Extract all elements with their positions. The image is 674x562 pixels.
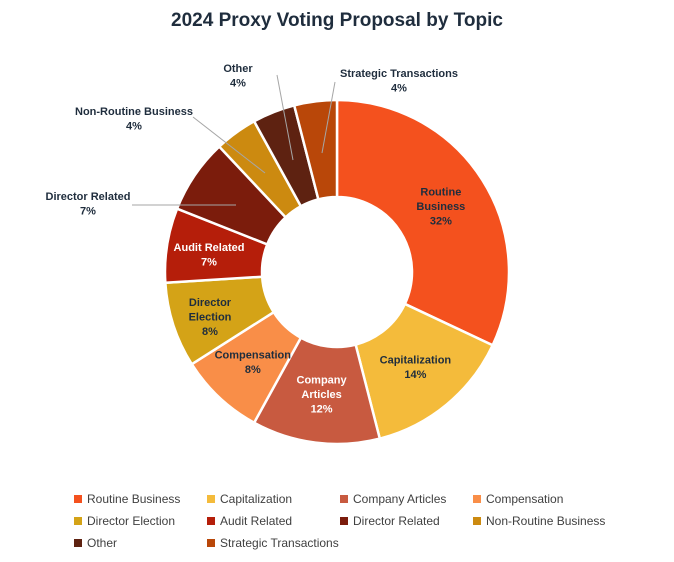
legend-label: Routine Business xyxy=(87,492,181,506)
legend-swatch xyxy=(340,495,348,503)
legend-label: Strategic Transactions xyxy=(220,536,339,550)
slice-routine-business xyxy=(335,98,511,347)
legend-swatch xyxy=(207,539,215,547)
legend-item-director-election: Director Election xyxy=(74,514,207,528)
slice-strategic-transactions xyxy=(292,98,339,201)
legend-label: Company Articles xyxy=(353,492,447,506)
legend-item-audit-related: Audit Related xyxy=(207,514,340,528)
legend-label: Non-Routine Business xyxy=(486,514,606,528)
data-label-routine-business: Routine Business 32% xyxy=(416,187,465,228)
legend-item-company-articles: Company Articles xyxy=(340,492,473,506)
legend-item-strategic-transactions: Strategic Transactions xyxy=(207,536,340,550)
legend-swatch xyxy=(74,539,82,547)
legend-label: Director Election xyxy=(87,514,176,528)
legend-label: Audit Related xyxy=(220,514,293,528)
donut-chart: Routine Business 32% Capitalization 14% Compa… xyxy=(46,63,511,446)
legend-label: Capitalization xyxy=(220,492,293,506)
data-label-company-articles: Company Articles 12% xyxy=(297,375,348,416)
data-label-capitalization: Capitalization 14% xyxy=(380,355,452,382)
legend-item-director-related: Director Related xyxy=(340,514,473,528)
legend-swatch xyxy=(473,517,481,525)
legend-item-non-routine-business: Non-Routine Business xyxy=(473,514,623,528)
data-label-non-routine-business: Non-Routine Business 4% xyxy=(75,106,193,133)
legend-label: Other xyxy=(87,536,118,550)
leader-line-strategic-transactions xyxy=(321,81,336,154)
data-label-audit-related: Audit Related 7% xyxy=(174,242,245,269)
legend-swatch xyxy=(207,517,215,525)
legend-label: Director Related xyxy=(353,514,440,528)
data-label-strategic-transactions: Strategic Transactions 4% xyxy=(340,68,458,95)
legend-item-other: Other xyxy=(74,536,207,550)
legend-swatch xyxy=(473,495,481,503)
leader-line-other xyxy=(276,74,294,161)
data-label-compensation: Compensation 8% xyxy=(215,349,292,376)
legend-swatch xyxy=(74,517,82,525)
legend-swatch xyxy=(74,495,82,503)
legend-label: Compensation xyxy=(486,492,564,506)
legend: Routine Business Capitalization Company Ar… xyxy=(74,492,654,550)
data-label-other: Other 4% xyxy=(223,63,253,90)
data-label-director-election: Director Election 8% xyxy=(189,297,232,338)
legend-item-compensation: Compensation xyxy=(473,492,623,506)
chart-title: 2024 Proxy Voting Proposal by Topic xyxy=(171,10,503,31)
legend-item-routine-business: Routine Business xyxy=(74,492,207,506)
data-label-director-related: Director Related 7% xyxy=(46,191,131,218)
leader-line-non-routine-business xyxy=(192,116,266,174)
legend-swatch xyxy=(207,495,215,503)
legend-item-capitalization: Capitalization xyxy=(207,492,340,506)
legend-swatch xyxy=(340,517,348,525)
